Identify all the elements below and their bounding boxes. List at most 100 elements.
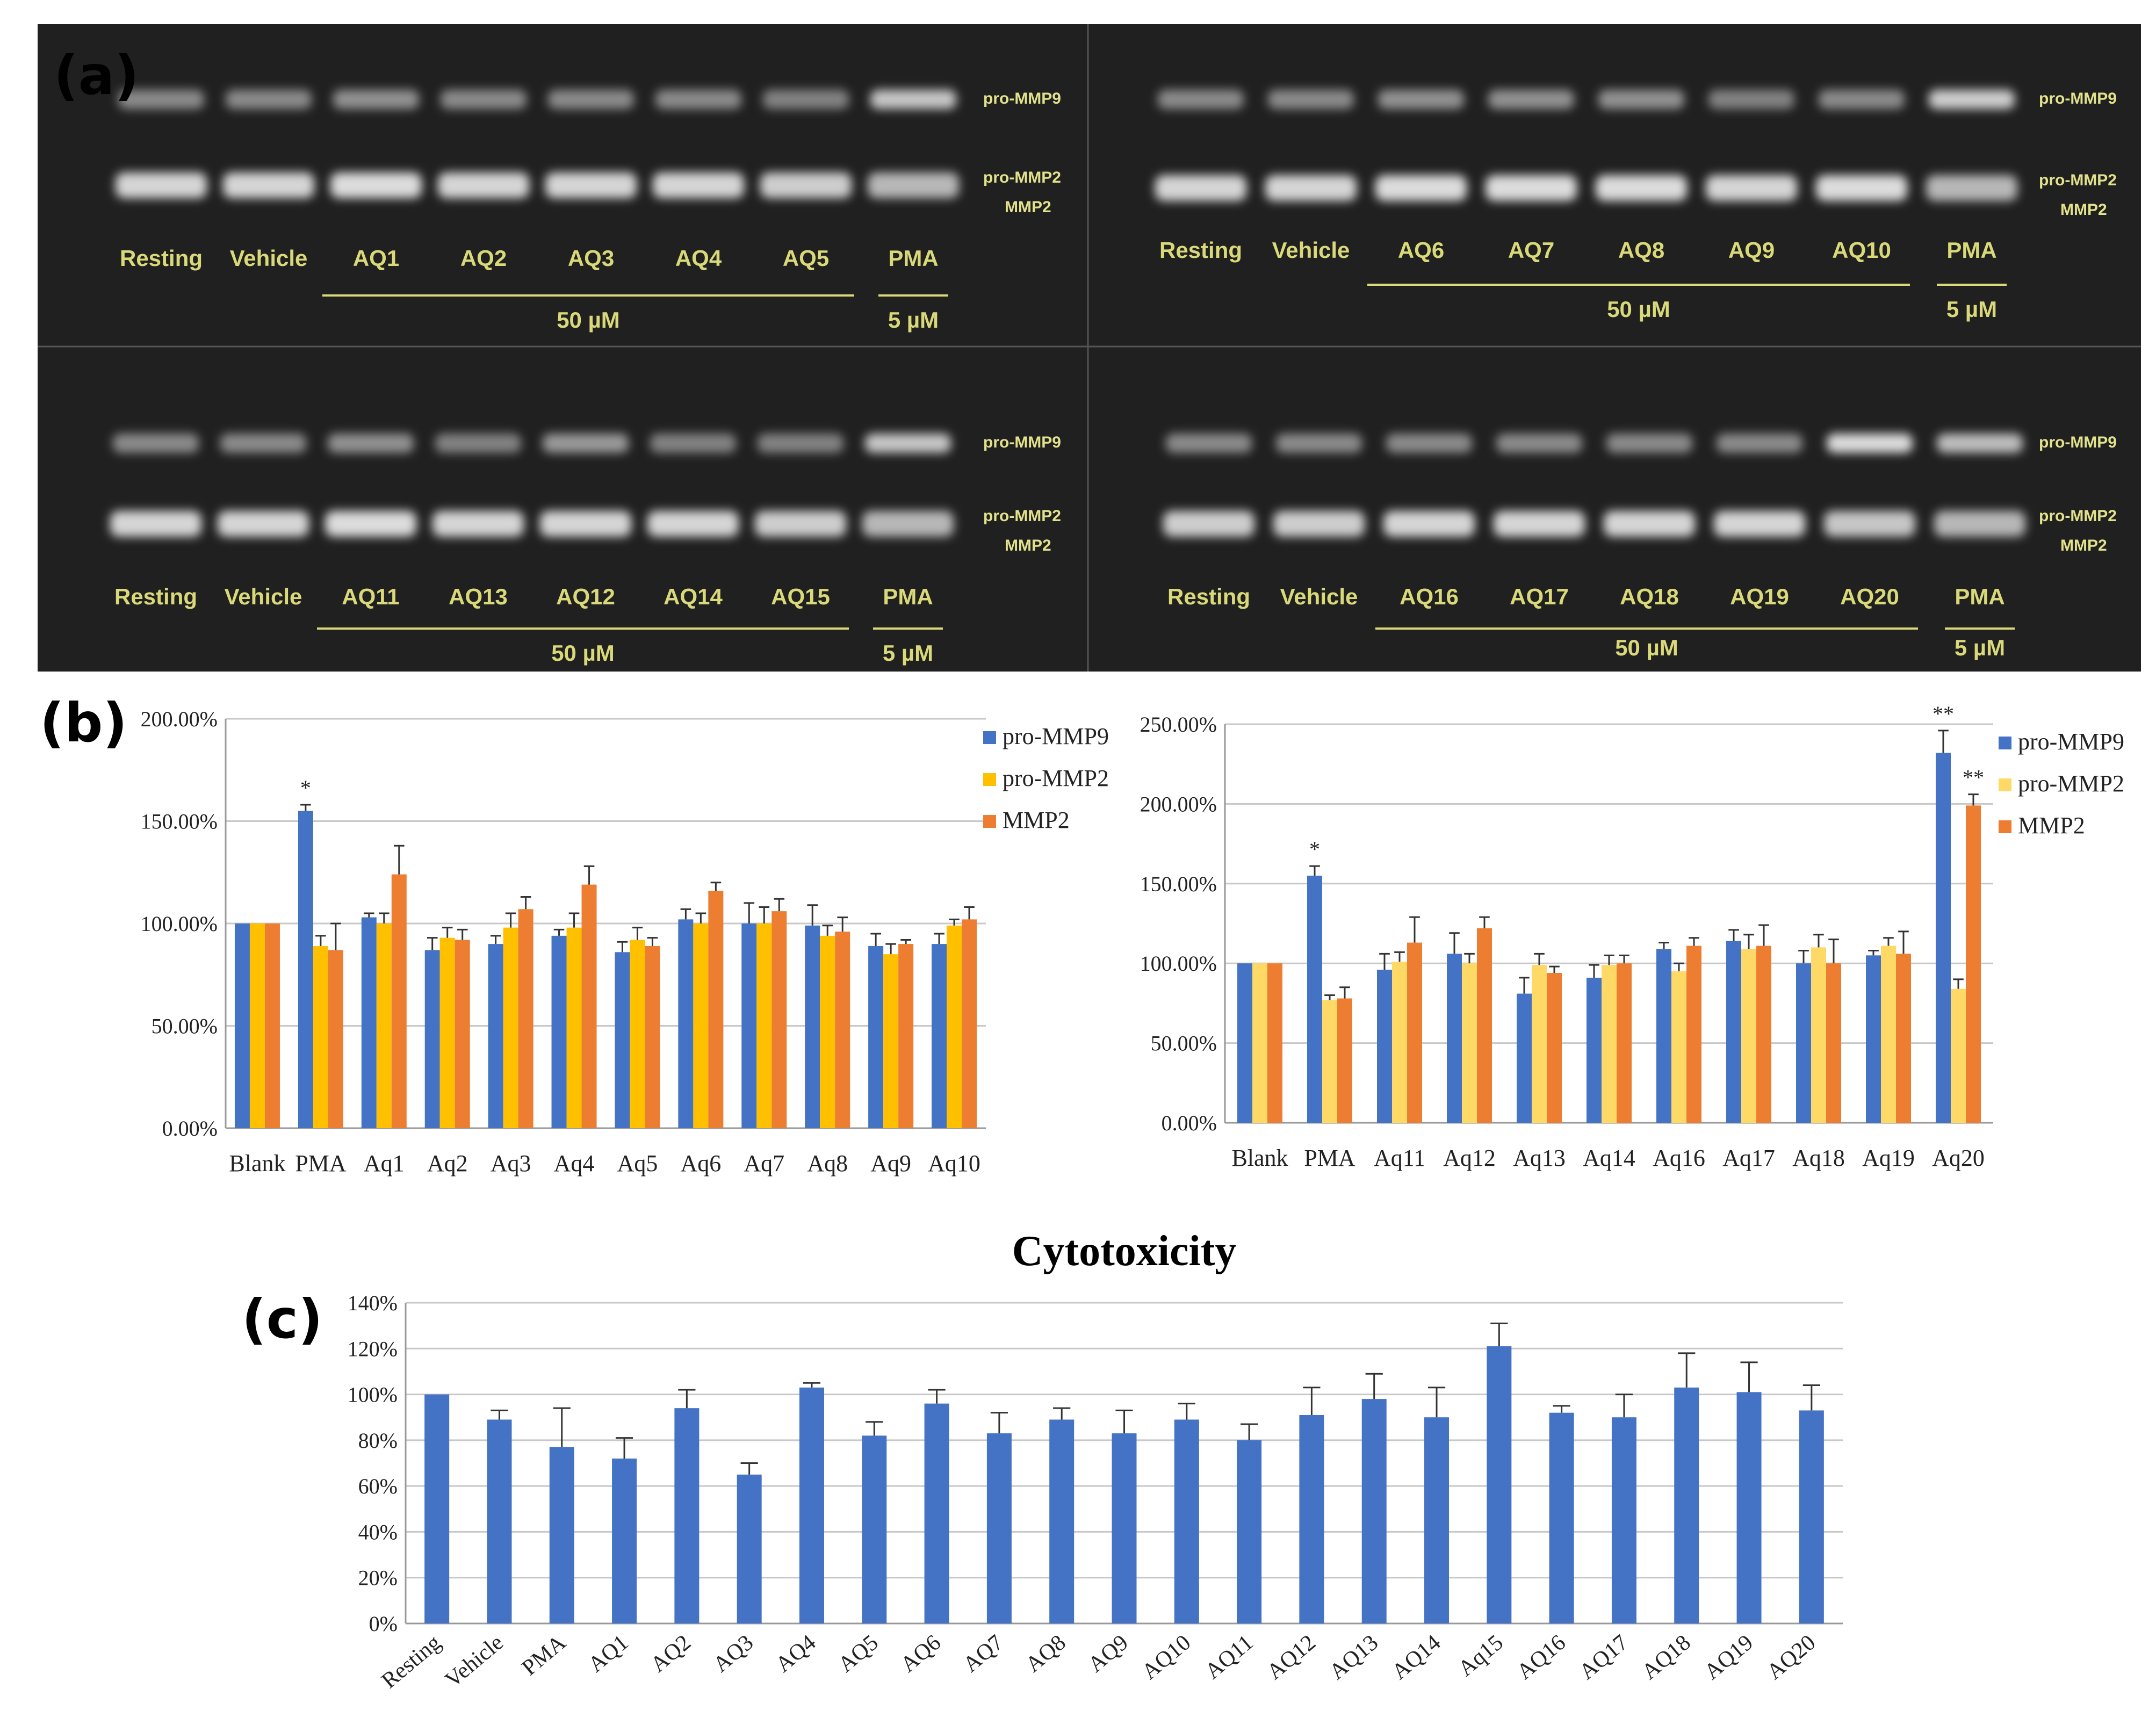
lane-label: AQ3 [568, 246, 614, 271]
bar-cytotoxicity [1487, 1346, 1512, 1623]
bar-pro-mmp2 [1671, 971, 1686, 1123]
lane-label: Vehicle [230, 246, 308, 271]
bar-mmp2 [518, 909, 533, 1128]
band-pro-mmp9 [1827, 434, 1913, 453]
x-tick-label: AQ18 [1637, 1630, 1695, 1684]
bar-pro-mmp2 [1532, 965, 1547, 1123]
bar-mmp2 [1896, 954, 1911, 1123]
legend-swatch [983, 773, 996, 786]
legend-swatch [1999, 737, 2011, 749]
bar-mmp2 [1826, 963, 1841, 1123]
lane-label: AQ1 [353, 246, 399, 271]
band-pro-mmp2 [1494, 511, 1585, 537]
bar-pro-mmp2 [630, 940, 645, 1128]
bar-mmp2 [455, 940, 470, 1128]
bar-mmp2 [1686, 946, 1701, 1123]
y-tick-label: 0.00% [162, 1116, 218, 1141]
band-pro-mmp2 [1824, 511, 1915, 537]
band-pro-mmp9 [1488, 90, 1574, 109]
significance-marker: ** [1933, 702, 1954, 726]
bar-pro-mmp9 [1726, 941, 1741, 1123]
band-pro-mmp2 [1155, 175, 1246, 201]
bar-pro-mmp9 [1656, 949, 1671, 1123]
bar-cytotoxicity [737, 1474, 762, 1623]
band-pro-mmp9 [1717, 434, 1802, 453]
bar-pro-mmp9 [234, 923, 250, 1128]
y-tick-label: 40% [358, 1520, 398, 1544]
y-tick-label: 0% [369, 1612, 398, 1636]
band-pro-mmp2 [1375, 175, 1467, 201]
x-tick-label: AQ1 [583, 1630, 633, 1677]
band-pro-mmp2 [868, 172, 959, 198]
bar-cytotoxicity [1049, 1419, 1075, 1623]
bar-pro-mmp2 [1881, 946, 1896, 1123]
gel-background [1088, 347, 2141, 672]
bar-pro-mmp2 [1602, 965, 1617, 1123]
band-pro-mmp2 [653, 172, 744, 198]
x-tick-label: Blank [1231, 1145, 1288, 1171]
band-pro-mmp2 [218, 511, 309, 537]
band-pro-mmp9 [226, 90, 312, 109]
bar-pro-mmp9 [805, 925, 820, 1128]
band-pro-mmp9 [220, 434, 306, 453]
lane-label: Resting [1167, 584, 1250, 609]
side-label-mmp2: MMP2 [1005, 537, 1051, 554]
band-pro-mmp2 [1934, 511, 2025, 537]
x-tick-label: Aq15 [1454, 1630, 1508, 1681]
band-pro-mmp2 [755, 511, 846, 537]
side-label-pro-mmp2: pro-MMP2 [983, 169, 1061, 186]
x-tick-label: Aq16 [1653, 1145, 1705, 1171]
panel-label-a: (a) [54, 44, 139, 107]
bar-cytotoxicity [1611, 1417, 1636, 1623]
x-tick-label: Aq1 [364, 1150, 405, 1177]
bar-pro-mmp9 [678, 919, 694, 1128]
y-tick-label: 200.00% [1140, 792, 1217, 816]
lane-label: AQ18 [1620, 584, 1679, 609]
significance-marker: * [1309, 837, 1320, 861]
bar-cytotoxicity [1299, 1415, 1324, 1623]
x-tick-label: Aq11 [1374, 1145, 1425, 1171]
x-tick-label: Aq4 [554, 1150, 595, 1177]
band-pro-mmp9 [655, 90, 741, 109]
x-tick-label: Aq18 [1792, 1145, 1845, 1171]
gel-panel-2: Resting Vehicle AQ6 AQ7 AQ8 AQ9 AQ10 PMA 50 µM 5 … [1088, 24, 2141, 347]
x-tick-label: AQ14 [1387, 1630, 1445, 1684]
bar-pro-mmp9 [868, 946, 884, 1128]
band-pro-mmp2 [1816, 175, 1907, 201]
concentration-label: 50 µM [1615, 635, 1678, 660]
side-label-mmp2: MMP2 [2060, 537, 2107, 554]
x-tick-label: AQ19 [1700, 1630, 1758, 1684]
band-pro-mmp2 [1383, 511, 1475, 537]
band-pro-mmp9 [1708, 90, 1794, 109]
bar-mmp2 [1617, 963, 1632, 1123]
x-tick-label: AQ11 [1201, 1630, 1258, 1684]
significance-marker: ** [1963, 766, 1984, 790]
y-tick-label: 100.00% [1140, 951, 1217, 976]
bar-pro-mmp9 [488, 944, 503, 1128]
bar-cytotoxicity [674, 1408, 700, 1623]
legend-swatch [983, 815, 996, 828]
x-tick-label: AQ4 [771, 1630, 820, 1677]
band-pro-mmp9 [1276, 434, 1362, 453]
bar-pro-mmp9 [932, 944, 947, 1128]
bar-cytotoxicity [1736, 1392, 1762, 1623]
x-tick-label: AQ13 [1325, 1630, 1383, 1684]
band-pro-mmp9 [548, 90, 634, 109]
band-pro-mmp9 [435, 434, 521, 453]
bar-pro-mmp2 [249, 923, 265, 1128]
band-pro-mmp2 [223, 172, 314, 198]
y-tick-label: 80% [358, 1428, 398, 1453]
lane-label: AQ6 [1398, 237, 1444, 263]
lane-label: AQ2 [460, 246, 507, 271]
band-pro-mmp9 [1496, 434, 1582, 453]
band-pro-mmp2 [760, 172, 852, 198]
bar-cytotoxicity [862, 1435, 887, 1623]
bar-mmp2 [391, 874, 407, 1128]
band-pro-mmp9 [1606, 434, 1692, 453]
bar-cytotoxicity [612, 1458, 637, 1623]
bar-mmp2 [264, 923, 280, 1128]
side-label-pro-mmp9: pro-MMP9 [983, 90, 1061, 107]
lane-label: PMA [883, 584, 933, 609]
bar-pro-mmp2 [1951, 988, 1966, 1123]
